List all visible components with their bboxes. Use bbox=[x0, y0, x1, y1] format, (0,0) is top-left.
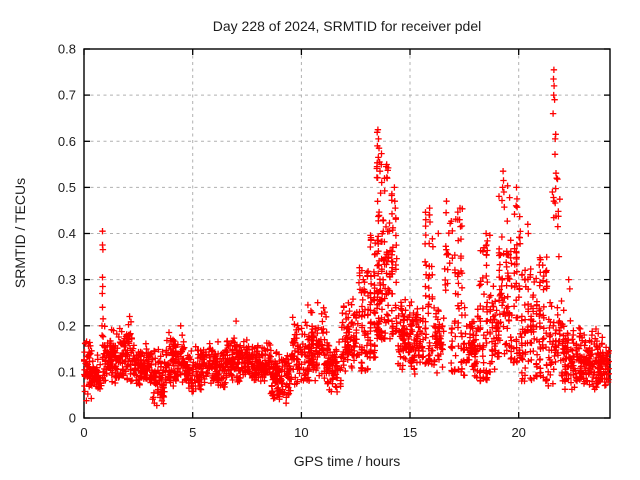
y-tick-label: 0.8 bbox=[58, 42, 76, 57]
y-tick-label: 0.3 bbox=[58, 272, 76, 287]
x-tick-label: 10 bbox=[294, 425, 308, 440]
x-tick-label: 20 bbox=[511, 425, 525, 440]
y-tick-label: 0.4 bbox=[58, 226, 76, 241]
y-tick-label: 0.7 bbox=[58, 88, 76, 103]
y-tick-label: 0.1 bbox=[58, 364, 76, 379]
x-tick-label: 0 bbox=[80, 425, 87, 440]
y-tick-label: 0.5 bbox=[58, 180, 76, 195]
data-points bbox=[81, 66, 612, 409]
x-tick-labels: 0 5 10 15 20 bbox=[80, 425, 526, 440]
chart-title: Day 228 of 2024, SRMTID for receiver pde… bbox=[213, 18, 481, 34]
y-tick-label: 0 bbox=[69, 411, 76, 426]
y-tick-labels: 0 0.1 0.2 0.3 0.4 0.5 0.6 0.7 0.8 bbox=[58, 42, 76, 426]
y-tick-label: 0.2 bbox=[58, 318, 76, 333]
y-axis-label: SRMTID / TECUs bbox=[12, 178, 28, 288]
x-axis-label: GPS time / hours bbox=[294, 453, 401, 469]
x-tick-label: 15 bbox=[403, 425, 417, 440]
y-tick-label: 0.6 bbox=[58, 134, 76, 149]
x-tick-label: 5 bbox=[189, 425, 196, 440]
